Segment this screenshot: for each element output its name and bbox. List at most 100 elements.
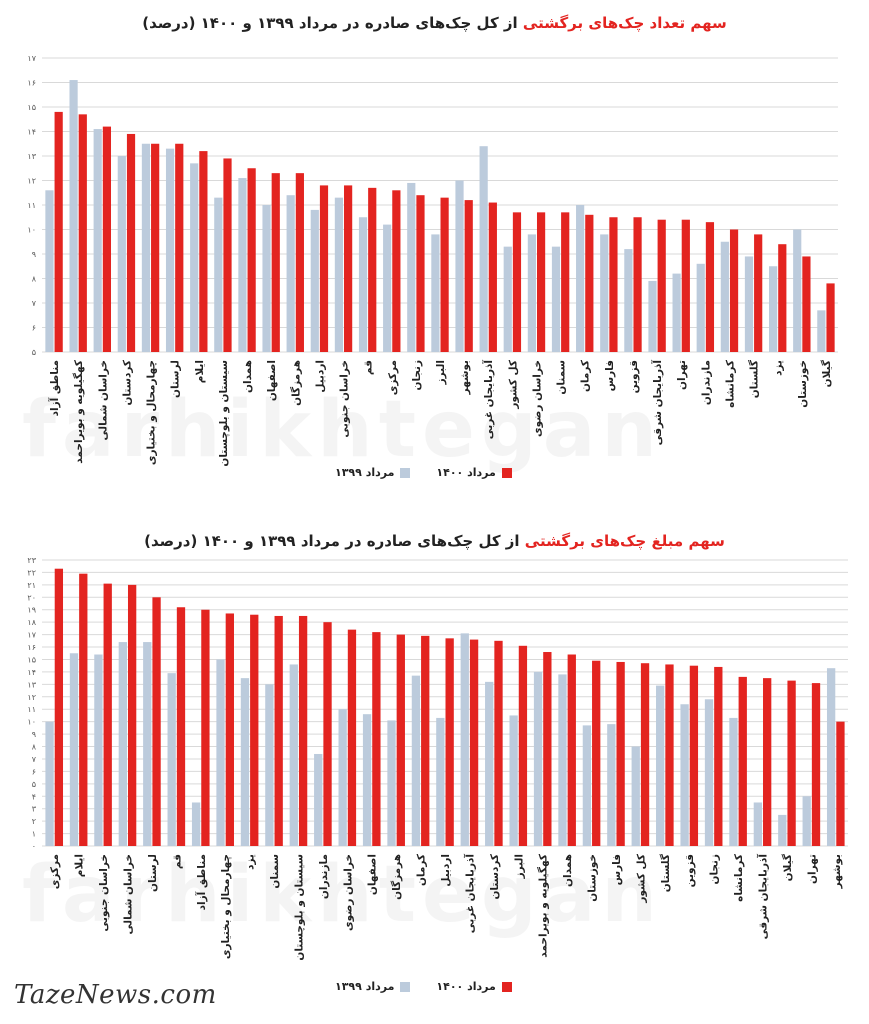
bar-1399: [383, 224, 392, 352]
bar-1399: [214, 197, 223, 352]
x-category-label: کل کشور: [507, 359, 519, 409]
count-bar-chart: ۵ ۶ ۷ ۸ ۹ ۱۰ ۱۱ ۱۲ ۱۳ ۱۴ ۱۵ ۱۶ ۱۷ مناطق آزاد کهگیلویه …: [27, 54, 838, 467]
bar-1400: [763, 678, 772, 846]
y-tick-label: ۱۱: [27, 705, 36, 714]
bar-1399: [696, 263, 705, 352]
y-tick-label: ۱۶: [27, 79, 36, 88]
bar-1400: [518, 645, 528, 846]
bar-1399: [826, 668, 836, 846]
x-category-label: سیستان و بلوچستان: [293, 854, 305, 961]
x-category-label: فارس: [611, 854, 623, 885]
bar-1400: [396, 634, 405, 846]
bar-1400: [319, 185, 329, 352]
bar-1400: [372, 632, 381, 846]
x-category-label: اردبیل: [440, 854, 452, 887]
bar-1399: [314, 753, 323, 846]
bar-1400: [494, 640, 503, 846]
x-category-label: خوزستان: [797, 360, 809, 408]
x-category-label: خراسان جنوبی: [339, 360, 351, 438]
bar-1399: [387, 720, 396, 846]
bar-1400: [469, 639, 479, 846]
bar-1399: [191, 802, 201, 846]
bar-1399: [289, 664, 298, 846]
bar-1399: [286, 195, 295, 352]
bar-1400: [127, 584, 137, 846]
bar-1400: [592, 660, 601, 846]
x-category-label: ایلام: [194, 360, 206, 383]
y-tick-label: ۲۱: [27, 581, 36, 590]
chart-legend: مرداد ۱۴۰۰ مرداد ۱۳۹۹: [335, 466, 512, 479]
bar-1399: [69, 653, 79, 846]
y-tick-label: ۱۶: [27, 643, 36, 652]
bar-1400: [199, 151, 208, 352]
x-category-label: همدان: [562, 854, 574, 887]
bar-1399: [527, 234, 536, 352]
x-category-label: آذربایجان غربی: [463, 854, 476, 934]
legend-item-1400: مرداد ۱۴۰۰: [436, 980, 512, 993]
bar-1399: [600, 234, 609, 352]
bar-1399: [411, 675, 421, 846]
bar-1399: [582, 725, 592, 846]
x-category-label: تهران: [676, 360, 688, 390]
bar-1400: [368, 187, 377, 352]
x-category-label: چهارمحال و بختیاری: [146, 360, 158, 465]
bar-1399: [656, 685, 665, 846]
bar-1399: [167, 673, 176, 846]
bar-1399: [778, 814, 787, 846]
bar-1399: [704, 699, 714, 846]
bar-1400: [344, 185, 353, 352]
x-category-label: مازندران: [318, 854, 330, 899]
bar-1400: [247, 168, 256, 352]
x-category-label: ایلام: [74, 854, 86, 877]
x-category-label: آذربایجان شرقی: [651, 360, 664, 446]
x-category-label: گیلان: [781, 853, 794, 881]
x-category-label: همدان: [242, 360, 254, 393]
y-tick-label: ۱۱: [27, 201, 36, 210]
bar-1399: [117, 156, 126, 352]
bar-1399: [729, 717, 738, 846]
x-category-label: کل کشور: [635, 853, 647, 903]
y-tick-label: ۱۷: [27, 631, 36, 640]
bar-1399: [238, 178, 247, 352]
x-category-label: خراسان رضوی: [531, 360, 543, 437]
x-category-label: آذربایجان شرقی: [757, 854, 770, 940]
x-category-label: لرستان: [147, 854, 159, 892]
y-tick-label: ۱۵: [27, 655, 36, 664]
bar-1399: [118, 642, 127, 846]
x-category-label: قزوین: [684, 854, 696, 887]
bar-1400: [295, 173, 304, 352]
y-tick-label: ۹: [32, 250, 36, 259]
bar-1400: [729, 229, 739, 352]
x-category-label: اردبیل: [314, 360, 326, 393]
y-tick-label: ۱۸: [27, 618, 36, 627]
x-category-label: آذربایجان غربی: [482, 360, 495, 440]
bar-1400: [151, 143, 160, 352]
x-category-label: مناطق آزاد: [195, 854, 208, 910]
legend-swatch-red: [501, 467, 512, 478]
x-category-label: قم: [363, 360, 375, 375]
y-tick-label: ۸: [32, 743, 37, 752]
chart-panel-amount: سهم مبلغ چک‌های برگشتی از کل چک‌های صادر…: [0, 520, 869, 993]
bar-1399: [460, 633, 469, 846]
x-category-label: قم: [171, 854, 183, 869]
x-category-label: قزوین: [628, 360, 640, 393]
y-tick-label: ۲: [32, 817, 36, 826]
x-category-label: بوشهر: [459, 360, 471, 395]
bar-1400: [512, 212, 522, 352]
y-tick-label: ۱۰: [27, 226, 36, 235]
bar-1400: [223, 158, 232, 352]
y-tick-label: ۱۳: [27, 152, 36, 161]
x-category-label: خراسان شمالی: [122, 854, 134, 934]
x-category-label: خراسان جنوبی: [98, 854, 110, 932]
bar-1400: [416, 195, 425, 352]
bar-1399: [334, 197, 344, 352]
bar-1399: [310, 209, 319, 352]
bar-1400: [323, 622, 332, 846]
x-category-label: زنجان: [709, 854, 721, 884]
bar-1400: [640, 663, 650, 846]
y-tick-label: ۱۵: [27, 103, 36, 112]
bar-1399: [485, 681, 494, 846]
bar-1399: [793, 229, 802, 352]
x-category-label: مناطق آزاد: [48, 360, 61, 416]
bar-1400: [274, 615, 283, 846]
